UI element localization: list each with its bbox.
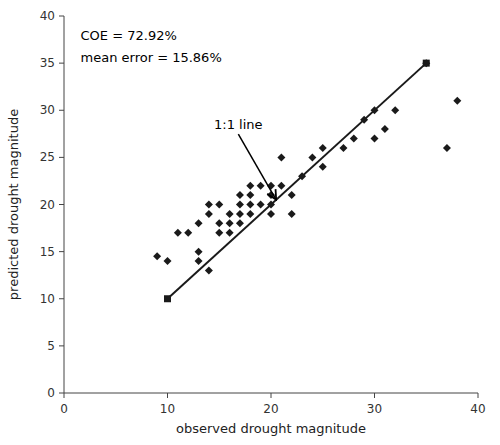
stat-text: mean error = 15.86%: [81, 50, 222, 65]
diamond-point: [184, 229, 192, 237]
diamond-point: [277, 153, 285, 161]
diamond-point: [195, 248, 203, 256]
y-tick: [59, 16, 64, 17]
x-tick: [271, 393, 272, 398]
x-tick-label: 30: [367, 402, 382, 416]
chart: 0 10 20 30 40 0 5 10 15 20 25 30 35 40 observed drough…: [0, 0, 500, 445]
diamond-point: [246, 210, 254, 218]
y-tick: [59, 298, 64, 299]
y-tick-label: 10: [40, 292, 55, 306]
annotation: 1:1 line: [214, 117, 263, 132]
diamond-point: [298, 172, 306, 180]
diamond-point: [226, 219, 234, 227]
diamond-point: [205, 201, 213, 209]
diamond-point: [257, 182, 265, 190]
y-tick-label: 25: [40, 150, 55, 164]
y-tick: [59, 251, 64, 252]
diamond-point: [226, 210, 234, 218]
y-tick-label: 35: [40, 56, 55, 70]
y-tick: [59, 157, 64, 158]
diamond-point: [453, 97, 461, 105]
diamond-point: [205, 210, 213, 218]
y-tick: [59, 110, 64, 111]
y-tick-label: 20: [40, 198, 55, 212]
x-tick-label: 10: [160, 402, 175, 416]
diamond-point: [246, 191, 254, 199]
diamond-point: [174, 229, 182, 237]
y-tick: [59, 63, 64, 64]
x-tick: [64, 393, 65, 398]
diamond-point: [153, 252, 161, 260]
diamond-point: [246, 201, 254, 209]
stat-text: COE = 72.92%: [81, 28, 177, 43]
diamond-point: [205, 266, 213, 274]
x-tick: [478, 393, 479, 398]
diamond-point: [236, 201, 244, 209]
diamond-point: [339, 144, 347, 152]
y-tick-label: 40: [40, 9, 55, 23]
diamond-point: [371, 135, 379, 143]
diamond-point: [277, 182, 285, 190]
diamond-point: [257, 201, 265, 209]
line: [168, 63, 427, 299]
diamond-point: [360, 116, 368, 124]
y-tick-label: 0: [47, 386, 55, 400]
y-axis-label: predicted drought magnitude: [6, 109, 21, 300]
square-marker: [164, 295, 171, 302]
diamond-point: [319, 144, 327, 152]
y-tick: [59, 345, 64, 346]
diamond-point: [236, 191, 244, 199]
y-tick-label: 15: [40, 245, 55, 259]
x-tick-label: 40: [470, 402, 485, 416]
diamond-point: [288, 191, 296, 199]
diamond-point: [422, 59, 430, 67]
diamond-point: [215, 229, 223, 237]
annotation-arrow: [238, 134, 276, 200]
diamond-point: [267, 210, 275, 218]
x-tick: [167, 393, 168, 398]
diamond-point: [319, 163, 327, 171]
diamond-point: [288, 210, 296, 218]
diamond-point: [371, 106, 379, 114]
y-tick-label: 5: [47, 339, 55, 353]
x-tick-label: 0: [60, 402, 68, 416]
y-tick: [59, 204, 64, 205]
y-tick: [59, 393, 64, 394]
x-tick-label: 20: [263, 402, 278, 416]
diamond-point: [215, 201, 223, 209]
diamond-point: [236, 219, 244, 227]
x-tick: [374, 393, 375, 398]
diamond-point: [308, 153, 316, 161]
x-axis-label: observed drought magnitude: [176, 421, 366, 436]
y-tick-label: 30: [40, 103, 55, 117]
square-marker: [423, 60, 430, 67]
diamond-point: [267, 201, 275, 209]
diamond-point: [443, 144, 451, 152]
diamond-point: [215, 219, 223, 227]
diamond-point: [195, 219, 203, 227]
diamond-point: [195, 257, 203, 265]
diamond-point: [236, 210, 244, 218]
diamond-point: [381, 125, 389, 133]
diamond-point: [246, 182, 254, 190]
diamond-point: [164, 257, 172, 265]
diamond-point: [226, 229, 234, 237]
plot-area: [153, 59, 461, 302]
diamond-point: [350, 135, 358, 143]
diamond-point: [391, 106, 399, 114]
